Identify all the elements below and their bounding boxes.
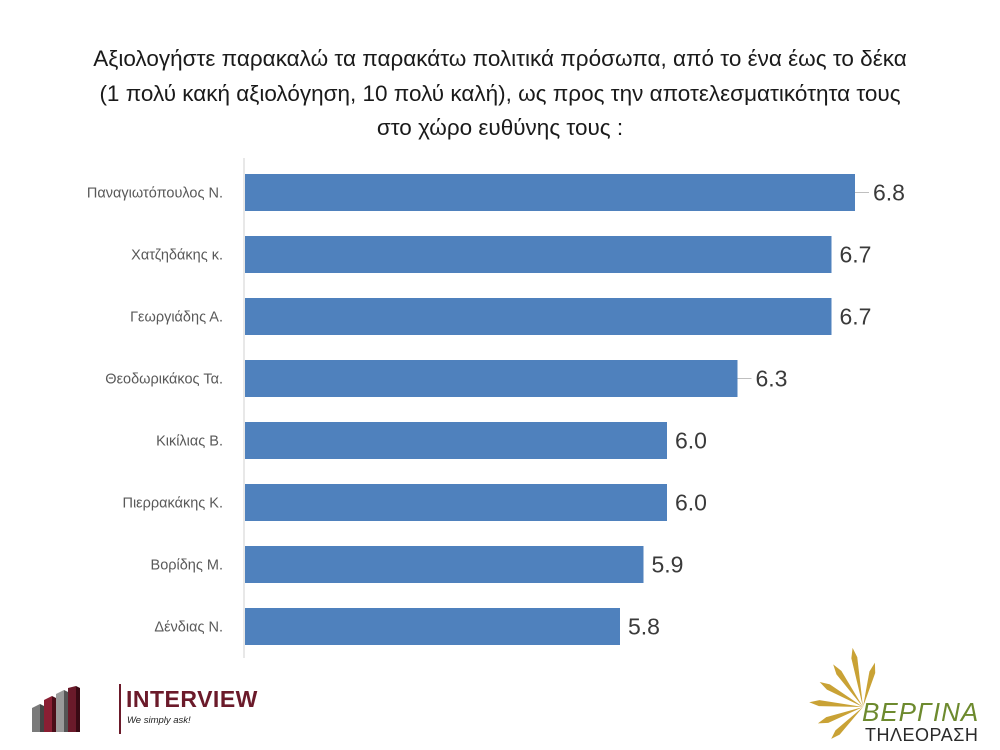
interview-bars-icon bbox=[32, 686, 80, 732]
value-label: 6.0 bbox=[675, 490, 707, 516]
vergina-tv-logo: ΒΕΡΓΙΝΑ ΤΗΛΕΟΡΑΣΗ bbox=[805, 645, 1000, 750]
category-label: Παναγιωτόπουλος Ν. bbox=[87, 186, 223, 202]
interview-tagline: We simply ask! bbox=[127, 715, 191, 726]
category-label: Πιερρακάκης Κ. bbox=[122, 496, 223, 512]
bar bbox=[245, 422, 667, 459]
category-label: Θεοδωρικάκος Τα. bbox=[105, 372, 223, 388]
category-label: Βορίδης Μ. bbox=[151, 558, 223, 574]
value-label: 6.7 bbox=[840, 242, 872, 268]
bar bbox=[245, 484, 667, 521]
bar bbox=[245, 608, 620, 645]
title-line-3: στο χώρο ευθύνης τους : bbox=[376, 115, 624, 140]
vergina-name: ΒΕΡΓΙΝΑ bbox=[862, 697, 980, 727]
category-label: Γεωργιάδης Α. bbox=[130, 310, 223, 326]
value-label: 6.7 bbox=[840, 304, 872, 330]
value-label: 5.9 bbox=[652, 552, 684, 578]
title-line-1: Αξιολογήστε παρακαλώ τα παρακάτω πολιτικ… bbox=[93, 46, 907, 71]
category-label: Χατζηδάκης κ. bbox=[131, 248, 223, 264]
vergina-subtitle: ΤΗΛΕΟΡΑΣΗ bbox=[865, 725, 979, 745]
interview-logo: INTERVIEW We simply ask! bbox=[30, 678, 260, 740]
bar bbox=[245, 174, 855, 211]
bar-chart: Παναγιωτόπουλος Ν. 6.8 Χατζηδάκης κ. 6.7 Γεω… bbox=[87, 158, 905, 658]
bar bbox=[245, 298, 832, 335]
interview-brand: INTERVIEW bbox=[126, 686, 258, 712]
bar bbox=[245, 546, 644, 583]
value-label: 6.0 bbox=[675, 428, 707, 454]
chart-title: Αξιολογήστε παρακαλώ τα παρακάτω πολιτικ… bbox=[20, 42, 980, 146]
vergina-sun-icon bbox=[809, 647, 876, 739]
bar bbox=[245, 236, 832, 273]
value-label: 6.3 bbox=[756, 366, 788, 392]
value-label: 6.8 bbox=[873, 180, 905, 206]
value-label: 5.8 bbox=[628, 614, 660, 640]
logo-divider bbox=[119, 684, 121, 734]
category-label: Κικίλιας Β. bbox=[156, 434, 223, 450]
category-label: Δένδιας Ν. bbox=[154, 620, 223, 636]
bar bbox=[245, 360, 738, 397]
title-line-2: (1 πολύ κακή αξιολόγηση, 10 πολύ καλή), … bbox=[99, 80, 901, 106]
